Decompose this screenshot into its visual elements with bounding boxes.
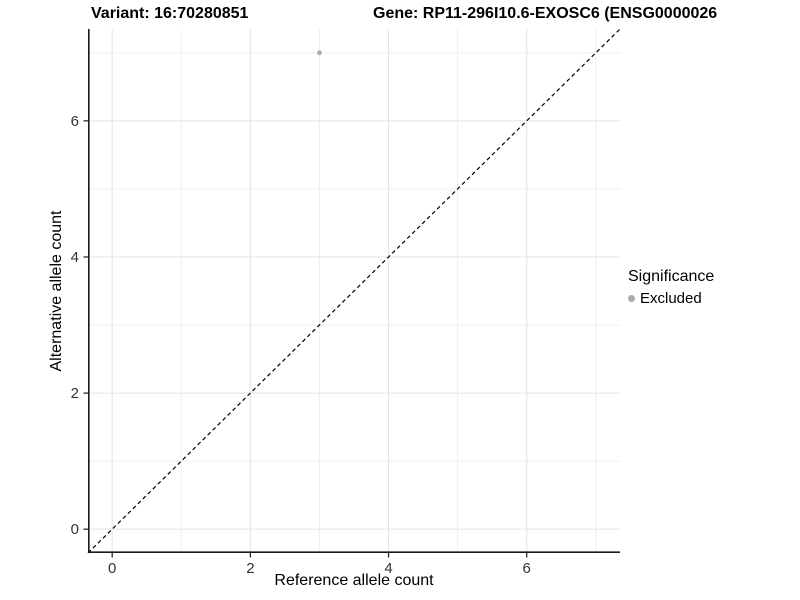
x-tick-label: 4 (384, 560, 392, 577)
chart-svg: 0 2 4 6 0 2 4 6 (71, 28, 621, 577)
plot-title-variant: Variant: 16:70280851 (91, 5, 249, 22)
legend-point-icon (628, 295, 635, 302)
identity-reference-line (87, 28, 621, 554)
x-axis-title: Reference allele count (274, 572, 434, 589)
legend-item-label: Excluded (640, 290, 702, 307)
legend-title: Significance (628, 268, 715, 285)
y-tick-label: 4 (71, 249, 79, 266)
plot-title-gene: Gene: RP11-296I10.6-EXOSC6 (ENSG0000026 (373, 5, 718, 22)
x-tick-label: 2 (246, 560, 254, 577)
legend-item: Excluded (628, 290, 714, 307)
y-axis-title: Alternative allele count (48, 210, 65, 372)
x-tick-label: 6 (523, 560, 531, 577)
x-tick-label: 0 (108, 560, 116, 577)
legend: Significance Excluded (628, 268, 714, 307)
y-tick-label: 6 (71, 113, 79, 130)
y-tick-label: 0 (71, 521, 79, 538)
plot-panel: 0 2 4 6 0 2 4 6 (71, 28, 621, 577)
y-axis-title-wrapper: Alternative allele count (47, 29, 67, 553)
data-point (317, 50, 322, 56)
y-tick-label: 2 (71, 385, 79, 402)
